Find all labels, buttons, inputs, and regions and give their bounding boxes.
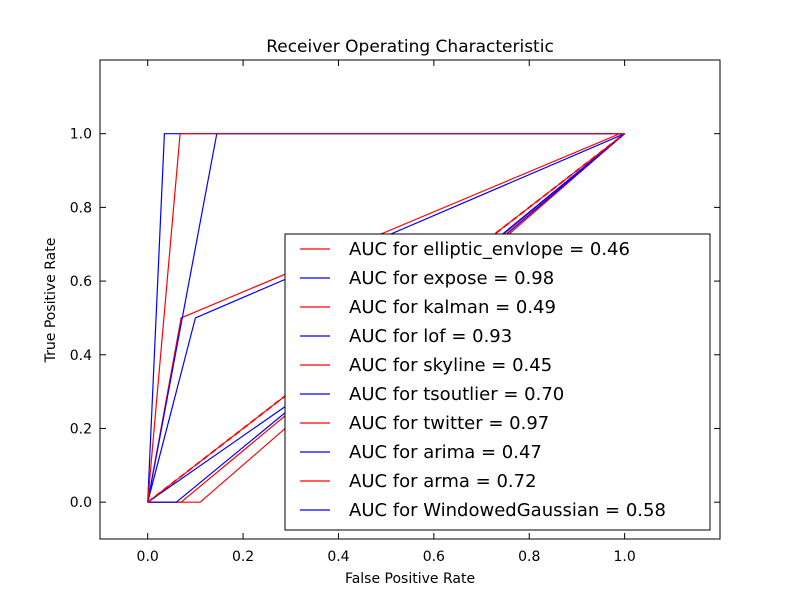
y-axis-label: True Positive Rate	[43, 238, 59, 364]
y-tick-label: 0.0	[70, 495, 92, 511]
x-tick-label: 0.4	[327, 549, 349, 565]
legend-label-6: AUC for twitter = 0.97	[349, 413, 549, 434]
legend-label-4: AUC for skyline = 0.45	[349, 355, 552, 376]
y-tick-label: 0.8	[70, 200, 92, 216]
y-tick-label: 0.6	[70, 274, 92, 290]
x-axis-label: False Positive Rate	[345, 571, 475, 587]
legend-label-8: AUC for arma = 0.72	[349, 471, 537, 492]
legend-label-9: AUC for WindowedGaussian = 0.58	[349, 500, 666, 521]
legend-label-0: AUC for elliptic_envlope = 0.46	[349, 239, 630, 260]
x-tick-label: 0.8	[518, 549, 540, 565]
y-tick-label: 0.4	[70, 348, 92, 364]
series-line-5	[147, 133, 625, 503]
legend-label-1: AUC for expose = 0.98	[349, 268, 554, 289]
legend-label-3: AUC for lof = 0.93	[349, 326, 512, 347]
legend-label-7: AUC for arima = 0.47	[349, 442, 542, 463]
legend: AUC for elliptic_envlope = 0.46 AUC for e…	[284, 233, 711, 531]
y-tick-label: 1.0	[70, 127, 92, 143]
x-tick-label: 0.0	[137, 549, 159, 565]
chart-title: Receiver Operating Characteristic	[266, 37, 554, 57]
legend-box	[284, 233, 711, 531]
y-tick-label: 0.2	[70, 421, 92, 437]
legend-label-2: AUC for kalman = 0.49	[349, 297, 556, 318]
x-tick-label: 0.2	[232, 549, 254, 565]
x-tick-label: 1.0	[613, 549, 635, 565]
ticks-layer: 0.0 0.2 0.4 0.6 0.8 1.0 0.0 0.2 0.4 0.6 0.8 1.0	[70, 60, 720, 565]
legend-label-5: AUC for tsoutlier = 0.70	[349, 384, 564, 405]
x-tick-label: 0.6	[423, 549, 445, 565]
series-line-6	[147, 133, 625, 503]
